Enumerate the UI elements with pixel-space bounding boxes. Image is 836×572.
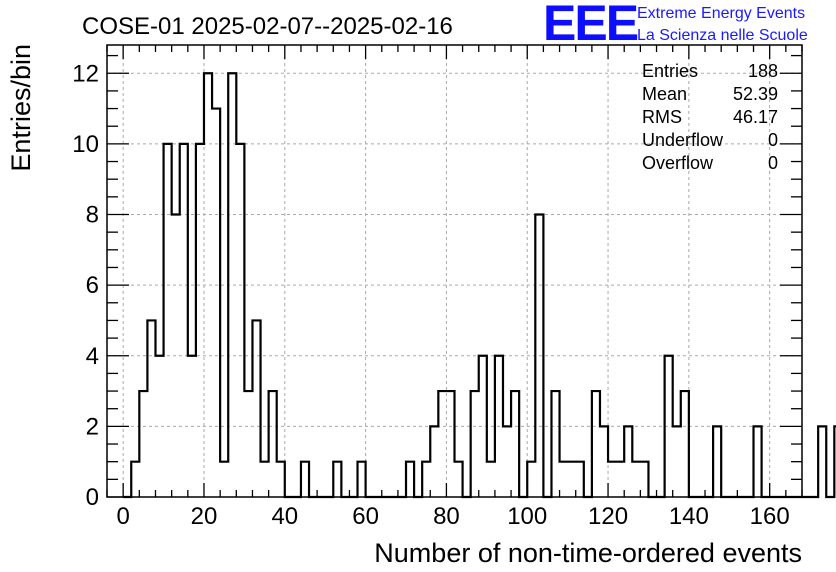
y-tick-label: 0: [86, 484, 99, 511]
stat-label: RMS: [642, 107, 682, 127]
histogram-bar: [446, 391, 454, 497]
histogram-bar: [131, 462, 139, 497]
x-tick-label: 0: [116, 503, 129, 530]
logo-line-2: La Scienza nelle Scuole: [637, 27, 808, 44]
y-tick-labels: 0 2 4 6 8 10 12: [72, 60, 99, 511]
histogram-bar: [479, 356, 487, 497]
histogram-bar: [551, 391, 559, 497]
histogram-bar: [438, 391, 446, 497]
histogram-bar: [471, 391, 479, 497]
histogram-bar: [754, 426, 762, 497]
stat-value: 46.17: [733, 107, 778, 127]
eee-logo-mark: EEE: [543, 0, 638, 51]
histogram-bar: [244, 391, 252, 497]
histogram-bar: [535, 215, 543, 498]
histogram-bar: [180, 144, 188, 497]
y-tick-label: 6: [86, 272, 99, 299]
y-tick-label: 12: [72, 60, 99, 87]
eee-logo: EEE Extreme Energy Events La Scienza nel…: [543, 0, 808, 51]
histogram-bar: [236, 144, 244, 497]
y-axis-label: Entries/bin: [6, 44, 36, 172]
histogram-bar: [301, 462, 309, 497]
histogram-bar: [261, 462, 269, 497]
histogram-bar: [406, 462, 414, 497]
histogram-bar: [196, 144, 204, 497]
stat-label: Underflow: [642, 130, 724, 150]
histogram-bar: [155, 356, 163, 497]
stats-box: Entries 188 Mean 52.39 RMS 46.17 Underflow 0 Ove…: [642, 61, 778, 173]
histogram-bar: [269, 391, 277, 497]
histogram-bar: [665, 356, 673, 497]
axis-ticks: [106, 45, 803, 498]
x-axis-label: Number of non-time-ordered events: [374, 538, 802, 568]
histogram-bar: [503, 426, 511, 497]
histogram-bar: [277, 462, 285, 497]
x-tick-label: 160: [750, 503, 790, 530]
stat-value: 0: [768, 153, 778, 173]
plot-frame: [106, 44, 803, 498]
histogram-bar: [188, 356, 196, 497]
histogram-bar: [527, 462, 535, 497]
histogram-bar: [632, 462, 640, 497]
histogram-bar: [164, 144, 172, 497]
stat-value: 0: [768, 130, 778, 150]
histogram-bar: [592, 391, 600, 497]
y-tick-label: 4: [86, 343, 99, 370]
y-tick-label: 10: [72, 131, 99, 158]
histogram-bar: [818, 426, 826, 497]
histogram-bar: [252, 320, 260, 497]
x-tick-label: 140: [669, 503, 709, 530]
histogram-bar: [616, 462, 624, 497]
x-tick-label: 120: [588, 503, 628, 530]
histogram-bar: [495, 356, 503, 497]
histogram-bar: [422, 462, 430, 497]
histogram-bar: [430, 426, 438, 497]
histogram-bar: [511, 391, 519, 497]
histogram-bar: [455, 462, 463, 497]
histogram-bar: [358, 462, 366, 497]
stat-label: Entries: [642, 61, 698, 81]
histogram-bar: [228, 73, 236, 497]
stat-value: 188: [748, 61, 778, 81]
histogram-bar: [172, 215, 180, 498]
histogram-bar: [576, 462, 584, 497]
histogram-bar: [139, 391, 147, 497]
x-tick-label: 40: [271, 503, 298, 530]
histogram-bar: [624, 426, 632, 497]
stat-label: Overflow: [642, 153, 714, 173]
histogram-bar: [333, 462, 341, 497]
histogram-bar: [640, 462, 648, 497]
histogram-bar: [600, 426, 608, 497]
histogram-bar: [212, 109, 220, 497]
histogram-bar: [560, 462, 568, 497]
histogram-bar: [713, 426, 721, 497]
x-tick-label: 60: [352, 503, 379, 530]
histogram-bar: [568, 462, 576, 497]
histogram-bar: [204, 73, 212, 497]
stat-label: Mean: [642, 84, 687, 104]
histogram-bar: [220, 462, 228, 497]
x-tick-label: 100: [507, 503, 547, 530]
histogram-bar: [487, 462, 495, 497]
histogram-bar: [608, 462, 616, 497]
histogram-bar: [673, 426, 681, 497]
logo-line-1: Extreme Energy Events: [637, 5, 805, 22]
x-tick-label: 20: [191, 503, 218, 530]
histogram-bar: [147, 320, 155, 497]
stat-value: 52.39: [733, 84, 778, 104]
histogram-bar: [681, 391, 689, 497]
y-tick-label: 8: [86, 202, 99, 229]
y-tick-label: 2: [86, 413, 99, 440]
chart-title: COSE-01 2025-02-07--2025-02-16: [82, 13, 453, 40]
x-tick-label: 80: [433, 503, 460, 530]
x-tick-labels: 0 20 40 60 80 100 120 140 160: [116, 503, 789, 530]
